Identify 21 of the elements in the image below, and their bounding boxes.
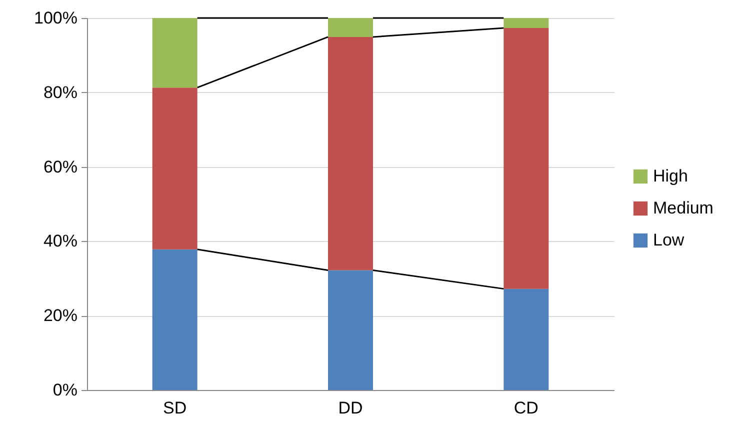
x-tick-label: SD	[163, 398, 187, 418]
bar	[328, 270, 373, 390]
bar	[504, 288, 549, 390]
y-tick-label: 40%	[43, 232, 78, 251]
y-tick-label: 100%	[34, 8, 78, 28]
legend-label: Low	[653, 230, 685, 250]
bar	[152, 18, 198, 88]
y-tick-label: 20%	[43, 306, 78, 326]
y-tick-label: 60%	[43, 157, 78, 176]
bar	[504, 28, 549, 289]
x-tick-label: DD	[338, 398, 363, 418]
bar	[504, 18, 549, 28]
legend-label: Medium	[653, 198, 714, 218]
legend-label: High	[653, 166, 688, 186]
y-tick-label: 80%	[43, 82, 78, 102]
x-tick-label: CD	[514, 398, 538, 418]
bar	[152, 249, 198, 390]
bar	[328, 36, 373, 270]
y-tick-label: 0%	[52, 380, 78, 400]
bar	[328, 18, 373, 37]
bar	[152, 88, 198, 250]
